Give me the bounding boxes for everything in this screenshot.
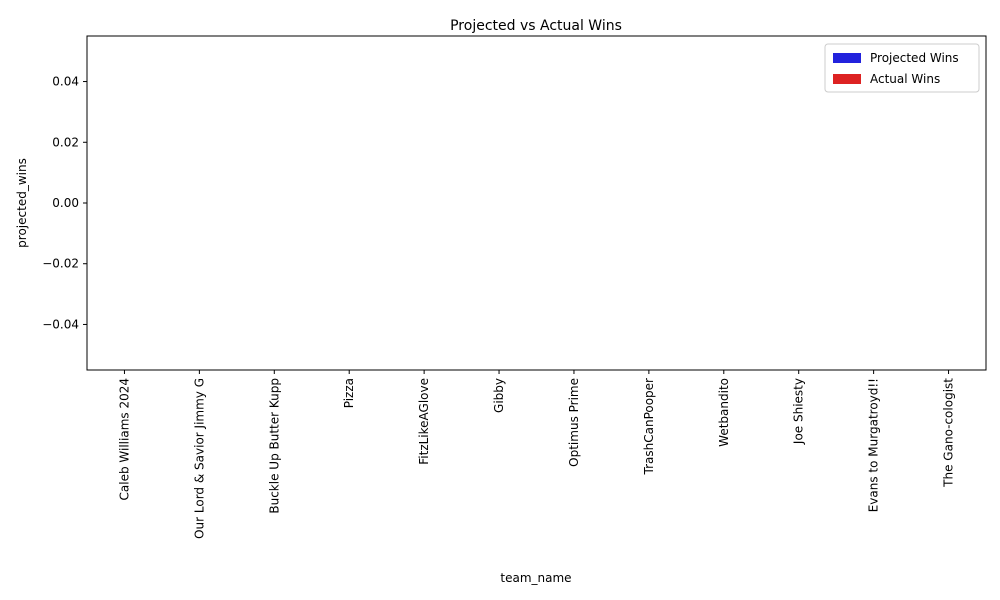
x-tick-label: TrashCanPooper [642, 378, 656, 476]
y-tick-label: 0.00 [52, 196, 79, 210]
x-tick-label: Wetbandito [717, 378, 731, 447]
x-tick-label: Evans to Murgatroyd!! [867, 378, 881, 512]
x-tick-label: Gibby [492, 378, 506, 413]
y-axis-label: projected_wins [15, 158, 29, 248]
x-tick-label: Caleb Williams 2024 [117, 378, 131, 500]
legend-box [824, 43, 980, 93]
legend-label-actual: Actual Wins [870, 72, 940, 86]
x-tick-label: FitzLikeAGlove [417, 378, 431, 465]
plot-area: −0.04 −0.02 0.00 0.02 0.04 Caleb Williams 202… [42, 35, 987, 539]
chart-title: Projected vs Actual Wins [450, 18, 622, 34]
legend-swatch-projected [833, 53, 861, 63]
legend-label-projected: Projected Wins [870, 51, 959, 65]
x-tick-label: Our Lord & Savior Jimmy G [192, 378, 206, 539]
x-tick-label: Joe Shiesty [792, 378, 806, 445]
x-axis-label: team_name [500, 571, 571, 585]
legend-swatch-actual [833, 74, 861, 84]
legend: Projected Wins Actual Wins [824, 43, 980, 93]
y-tick-label: 0.02 [52, 135, 79, 149]
x-tick-label: Pizza [342, 378, 356, 408]
x-tick-label: The Gano-cologist [942, 378, 956, 488]
y-tick-label: −0.02 [42, 257, 79, 271]
x-tick-label: Optimus Prime [567, 378, 581, 467]
y-tick-label: 0.04 [52, 75, 79, 89]
x-tick-label: Buckle Up Butter Kupp [267, 378, 281, 514]
y-tick-label: −0.04 [42, 317, 79, 331]
